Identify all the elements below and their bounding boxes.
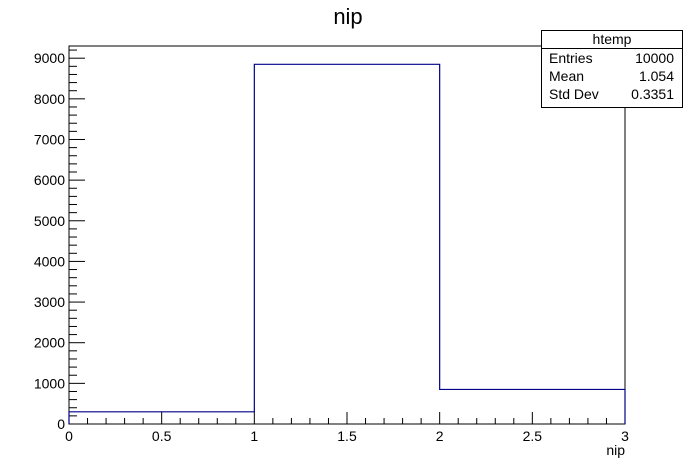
stats-row-entries: Entries 10000 bbox=[542, 49, 682, 67]
stats-row-std-dev: Std Dev 0.3351 bbox=[542, 85, 682, 103]
y-tick-label: 7000 bbox=[34, 131, 65, 147]
stats-row-mean: Mean 1.054 bbox=[542, 67, 682, 85]
histogram-bin-1 bbox=[254, 64, 439, 424]
y-tick-label: 8000 bbox=[34, 91, 65, 107]
y-axis: 0 1000 2000 3000 4000 5000 6000 7000 8000 9000 bbox=[34, 49, 85, 432]
x-tick-label: 2 bbox=[436, 428, 444, 444]
stats-title: htemp bbox=[542, 31, 682, 49]
x-axis-label: nip bbox=[606, 442, 625, 458]
stats-box: htemp Entries 10000 Mean 1.054 Std Dev 0… bbox=[541, 30, 683, 108]
y-tick-label: 6000 bbox=[34, 172, 65, 188]
y-tick-label: 3000 bbox=[34, 294, 65, 310]
x-tick-label: 1 bbox=[250, 428, 258, 444]
stats-value: 1.054 bbox=[638, 68, 674, 84]
histogram-bins bbox=[69, 64, 625, 424]
stats-label: Entries bbox=[549, 50, 593, 66]
y-tick-label: 9000 bbox=[34, 50, 65, 66]
y-tick-label: 0 bbox=[57, 416, 65, 432]
histogram-outline bbox=[68, 63, 626, 424]
x-tick-label: 2.5 bbox=[523, 428, 543, 444]
y-tick-label: 4000 bbox=[34, 253, 65, 269]
x-tick-label: 3 bbox=[621, 428, 629, 444]
y-tick-label: 1000 bbox=[34, 375, 65, 391]
x-tick-label: 0.5 bbox=[152, 428, 172, 444]
y-tick-label: 5000 bbox=[34, 213, 65, 229]
stats-value: 0.3351 bbox=[631, 86, 674, 102]
x-tick-label: 1.5 bbox=[337, 428, 357, 444]
stats-label: Std Dev bbox=[549, 86, 599, 102]
stats-label: Mean bbox=[549, 68, 585, 84]
x-tick-label: 0 bbox=[65, 428, 73, 444]
chart-title: nip bbox=[333, 4, 362, 29]
stats-value: 10000 bbox=[635, 50, 674, 66]
x-axis: 0 0.5 1 1.5 2 2.5 3 bbox=[65, 412, 629, 444]
y-tick-label: 2000 bbox=[34, 335, 65, 351]
